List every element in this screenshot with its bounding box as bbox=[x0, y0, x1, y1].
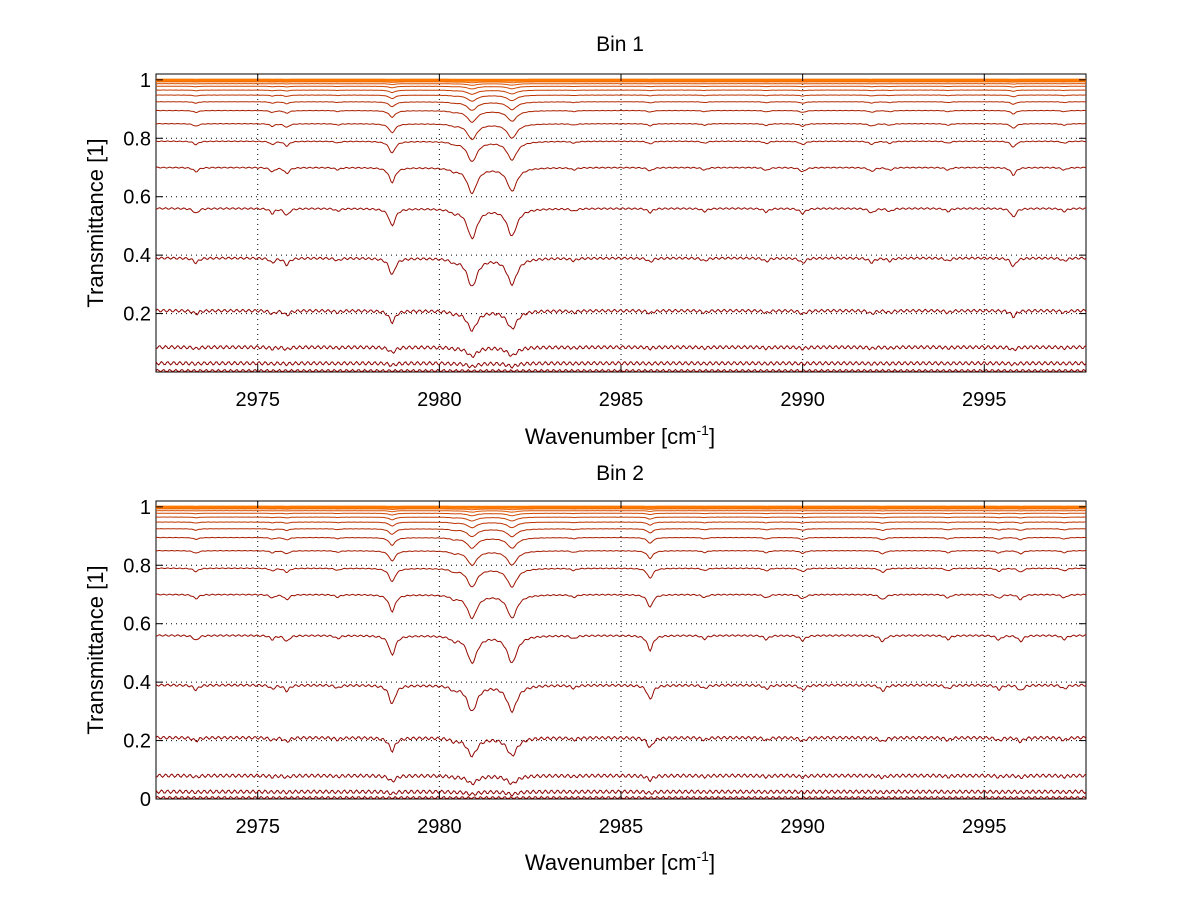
transmittance-series bbox=[155, 567, 1087, 589]
x-tick-label: 2995 bbox=[962, 816, 1007, 838]
x-ticks: 2975 2980 2985 2990 2995 bbox=[235, 501, 1007, 838]
transmittance-series bbox=[156, 81, 1086, 84]
transmittance-series bbox=[155, 593, 1087, 620]
transmittance-series bbox=[156, 521, 1086, 529]
x-ticks: 2975 2980 2985 2990 2995 bbox=[235, 74, 1007, 411]
transmittance-series bbox=[155, 773, 1087, 786]
transmittance-series bbox=[155, 207, 1087, 240]
y-tick-label: 0.2 bbox=[123, 304, 151, 326]
transmittance-series bbox=[156, 94, 1086, 102]
y-tick-label: 0.6 bbox=[123, 187, 151, 209]
y-tick-label: 1 bbox=[140, 70, 151, 92]
chart-panel-bin-1: Bin 1 2975 2980 2985 2990 2995 0.2 0.4 0.6 0.8 1… bbox=[83, 33, 1087, 449]
chart-title: Bin 1 bbox=[596, 33, 644, 56]
transmittance-series bbox=[155, 89, 1086, 95]
y-tick-label: 1 bbox=[140, 497, 151, 519]
transmittance-series bbox=[156, 122, 1087, 141]
transmittance-series bbox=[155, 536, 1087, 549]
transmittance-series bbox=[155, 360, 1087, 369]
x-tick-label: 2980 bbox=[417, 816, 462, 838]
x-tick-label: 2985 bbox=[599, 389, 644, 411]
x-tick-label: 2980 bbox=[417, 389, 462, 411]
series-lines bbox=[155, 78, 1087, 372]
chart-title: Bin 2 bbox=[596, 462, 644, 485]
x-tick-label: 2975 bbox=[235, 816, 280, 838]
y-axis-label: Transmittance [1] bbox=[83, 138, 108, 307]
plot-area-frame bbox=[155, 500, 1087, 800]
transmittance-series bbox=[155, 634, 1087, 665]
x-tick-label: 2975 bbox=[235, 389, 280, 411]
x-tick-label: 2990 bbox=[780, 389, 825, 411]
x-tick-label: 2985 bbox=[599, 816, 644, 838]
y-axis-label: Transmittance [1] bbox=[83, 565, 108, 734]
y-ticks: 0.2 0.4 0.6 0.8 1 bbox=[123, 70, 1086, 326]
y-tick-label: 0.8 bbox=[123, 555, 151, 577]
transmittance-series bbox=[155, 85, 1086, 90]
transmittance-series bbox=[155, 140, 1087, 162]
transmittance-series bbox=[155, 256, 1087, 287]
transmittance-series bbox=[156, 549, 1087, 566]
x-tick-label: 2990 bbox=[780, 816, 825, 838]
transmittance-series bbox=[155, 528, 1087, 538]
transmittance-series bbox=[155, 516, 1086, 522]
y-tick-label: 0.6 bbox=[123, 614, 151, 636]
x-axis-label: Wavenumber [cm-1] bbox=[525, 422, 715, 449]
transmittance-series bbox=[155, 166, 1087, 195]
x-axis-label: Wavenumber [cm-1] bbox=[525, 848, 715, 875]
y-tick-label: 0.8 bbox=[123, 128, 151, 150]
transmittance-series bbox=[156, 510, 1086, 513]
y-tick-label: 0.2 bbox=[123, 731, 151, 753]
transmittance-series bbox=[155, 735, 1087, 758]
transmittance-series bbox=[155, 344, 1087, 358]
x-tick-label: 2995 bbox=[962, 389, 1007, 411]
y-ticks: 0 0.2 0.4 0.6 0.8 1 bbox=[123, 497, 1086, 811]
transmittance-series bbox=[155, 101, 1087, 111]
transmittance-series bbox=[155, 683, 1087, 714]
transmittance-series bbox=[155, 512, 1086, 517]
y-tick-label: 0.4 bbox=[123, 672, 151, 694]
plot-area-frame bbox=[155, 73, 1087, 373]
y-tick-label: 0.4 bbox=[123, 245, 151, 267]
y-tick-label: 0 bbox=[140, 789, 151, 811]
transmittance-series bbox=[155, 308, 1087, 332]
transmittance-series bbox=[156, 508, 1086, 511]
chart-panel-bin-2: Bin 2 2975 2980 2985 2990 2995 0 0.2 0.4 0.6 0.8… bbox=[83, 462, 1087, 875]
transmittance-series bbox=[155, 109, 1087, 123]
transmittance-series bbox=[156, 83, 1086, 86]
